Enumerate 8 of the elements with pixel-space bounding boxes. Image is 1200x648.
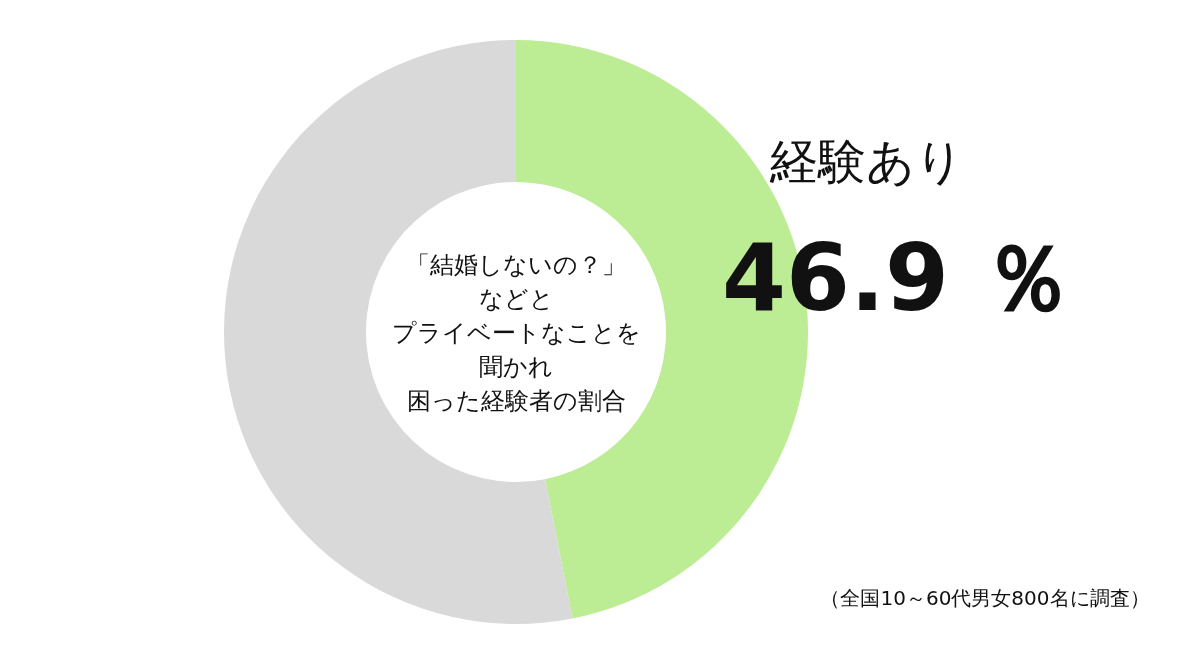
text: プライベートなことを — [391, 319, 641, 347]
data-label: 46.9 ％ — [722, 225, 1074, 332]
text: 「結婚しないの？」 — [406, 251, 626, 279]
text: などと — [478, 285, 554, 313]
text: 聞かれ — [479, 353, 553, 381]
text: （全国10～60代男女800名に調査） — [820, 586, 1150, 610]
text: 困った経験者の割合 — [406, 387, 626, 415]
slice-label: 経験あり — [769, 133, 964, 189]
